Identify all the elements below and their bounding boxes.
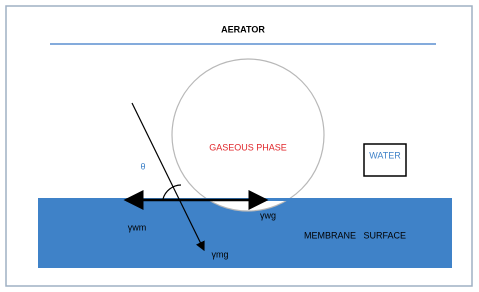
angle-label: θ bbox=[140, 161, 145, 171]
bubble bbox=[172, 59, 324, 211]
water-label: WATER bbox=[369, 150, 401, 160]
tension-label: γmg bbox=[211, 249, 228, 259]
bubble-label: GASEOUS PHASE bbox=[209, 142, 287, 152]
tension-label: γwg bbox=[260, 210, 276, 220]
surface-label: MEMBRANE SURFACE bbox=[304, 230, 406, 240]
diagram: AERATOR GASEOUS PHASE WATER θ γwm γwg γm… bbox=[0, 0, 479, 292]
title: AERATOR bbox=[221, 24, 265, 34]
tension-label: γwm bbox=[128, 222, 147, 232]
